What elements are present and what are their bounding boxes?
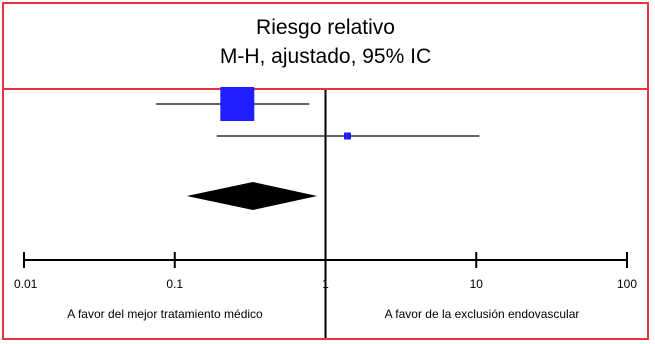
study-point-estimate: [220, 87, 255, 121]
x-tick-label: 0.1: [166, 277, 183, 291]
x-tick-label: 0.01: [14, 277, 38, 291]
favor-right-label: A favor de la exclusión endovascular: [385, 307, 580, 321]
favor-left-label: A favor del mejor tratamiento médico: [67, 307, 263, 321]
pooled-estimate-diamond: [186, 182, 318, 210]
x-tick-label: 10: [470, 277, 484, 291]
chart-subtitle: M-H, ajustado, 95% IC: [219, 45, 432, 68]
forest-plot-frame: Riesgo relativo M-H, ajustado, 95% IC: [2, 2, 649, 340]
chart-title: Riesgo relativo: [256, 16, 395, 39]
x-tick-label: 1: [322, 277, 329, 291]
chart-header: Riesgo relativo M-H, ajustado, 95% IC: [4, 4, 647, 90]
study-point-estimate: [344, 132, 352, 140]
x-tick-label: 100: [617, 277, 637, 291]
